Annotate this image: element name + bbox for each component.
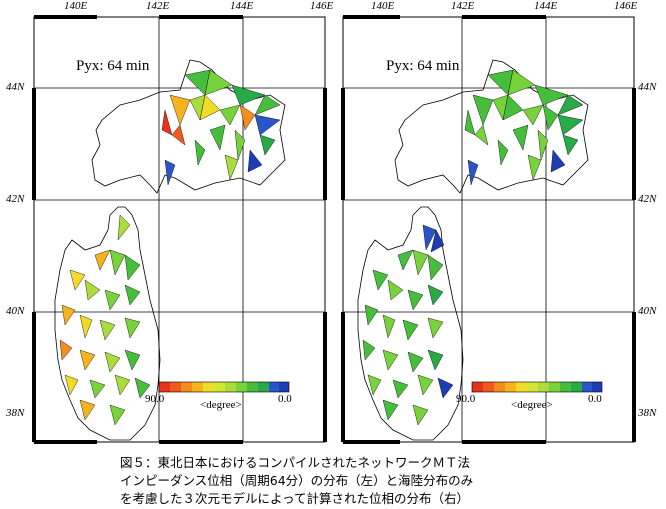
colorbar-swatch <box>516 382 527 392</box>
lat-tick-label: 38N <box>6 407 25 419</box>
colorbar-swatch <box>247 382 258 392</box>
colorbar-unit-label: <degree> <box>511 399 553 411</box>
colorbar-swatch <box>214 382 225 392</box>
left-map-panel: 140E 142E 144E 146E 44N 42N 40N 38N Pyx:… <box>0 0 340 455</box>
colorbar-swatch <box>279 382 289 392</box>
colorbar-swatch <box>582 382 592 392</box>
lon-tick-label: 146E <box>614 0 638 12</box>
colorbar-swatch <box>181 382 192 392</box>
right-map-panel: 140E 142E 144E 146E 44N 42N 40N 38N Pyx:… <box>316 0 656 455</box>
colorbar-swatch <box>159 382 170 392</box>
caption-line: を考慮した３次元モデルによって計算された位相の分布（右） <box>120 491 470 506</box>
lon-tick-label: 144E <box>534 0 558 12</box>
lat-tick-label: 44N <box>638 81 657 93</box>
colorbar <box>471 381 603 393</box>
left-map-svg <box>32 15 327 444</box>
colorbar-swatch <box>549 382 560 392</box>
colorbar-min-label: 90.0 <box>145 393 165 405</box>
colorbar-swatch <box>258 382 269 392</box>
colorbar-unit-label: <degree> <box>200 399 242 411</box>
period-label: Pyx: 64 min <box>386 58 460 74</box>
caption-line: 図５：東北日本におけるコンパイルされたネットワークＭＴ法 <box>120 455 471 470</box>
colorbar-swatch <box>538 382 549 392</box>
grid-lines <box>343 17 634 442</box>
colorbar-swatch <box>472 382 483 392</box>
lon-tick-label: 140E <box>64 0 88 12</box>
lon-tick-label: 142E <box>146 0 170 12</box>
grid-lines <box>34 17 325 442</box>
frame-ticks <box>341 15 636 444</box>
frame-ticks <box>32 15 327 444</box>
phase-triangles <box>59 69 281 426</box>
colorbar-swatch <box>236 382 247 392</box>
colorbar-swatch <box>269 382 279 392</box>
lon-tick-label: 140E <box>371 0 395 12</box>
colorbar-swatch <box>225 382 236 392</box>
colorbar-swatch <box>527 382 538 392</box>
colorbar-swatch <box>494 382 505 392</box>
lon-tick-label: 144E <box>230 0 254 12</box>
lat-tick-label: 40N <box>6 305 25 317</box>
lat-tick-label: 44N <box>6 81 25 93</box>
colorbar-max-label: 0.0 <box>278 393 292 405</box>
lat-tick-label: 42N <box>638 193 657 205</box>
colorbar-min-label: 90.0 <box>456 393 476 405</box>
lat-tick-label: 42N <box>6 193 25 205</box>
colorbar <box>158 381 290 393</box>
colorbar-swatch <box>505 382 516 392</box>
colorbar-swatch <box>170 382 181 392</box>
colorbar-swatch <box>592 382 602 392</box>
lon-tick-label: 146E <box>310 0 334 12</box>
phase-triangles <box>362 69 584 426</box>
colorbar-swatch <box>560 382 571 392</box>
colorbar-swatch <box>192 382 203 392</box>
coastline <box>54 59 286 441</box>
colorbar-swatch <box>483 382 494 392</box>
caption-line: インピーダンス位相（周期64分）の分布（左）と海陸分布のみ <box>120 473 474 488</box>
colorbar-max-label: 0.0 <box>588 393 602 405</box>
period-label: Pyx: 64 min <box>76 58 150 74</box>
colorbar-swatch <box>571 382 582 392</box>
figure-caption: 図５：東北日本におけるコンパイルされたネットワークＭＴ法 インピーダンス位相（周… <box>120 454 580 508</box>
lat-tick-label: 40N <box>638 305 657 317</box>
lon-tick-label: 142E <box>451 0 475 12</box>
colorbar-swatch <box>203 382 214 392</box>
right-map-svg <box>341 15 636 444</box>
coastline <box>357 59 589 441</box>
lat-tick-label: 38N <box>638 407 657 419</box>
